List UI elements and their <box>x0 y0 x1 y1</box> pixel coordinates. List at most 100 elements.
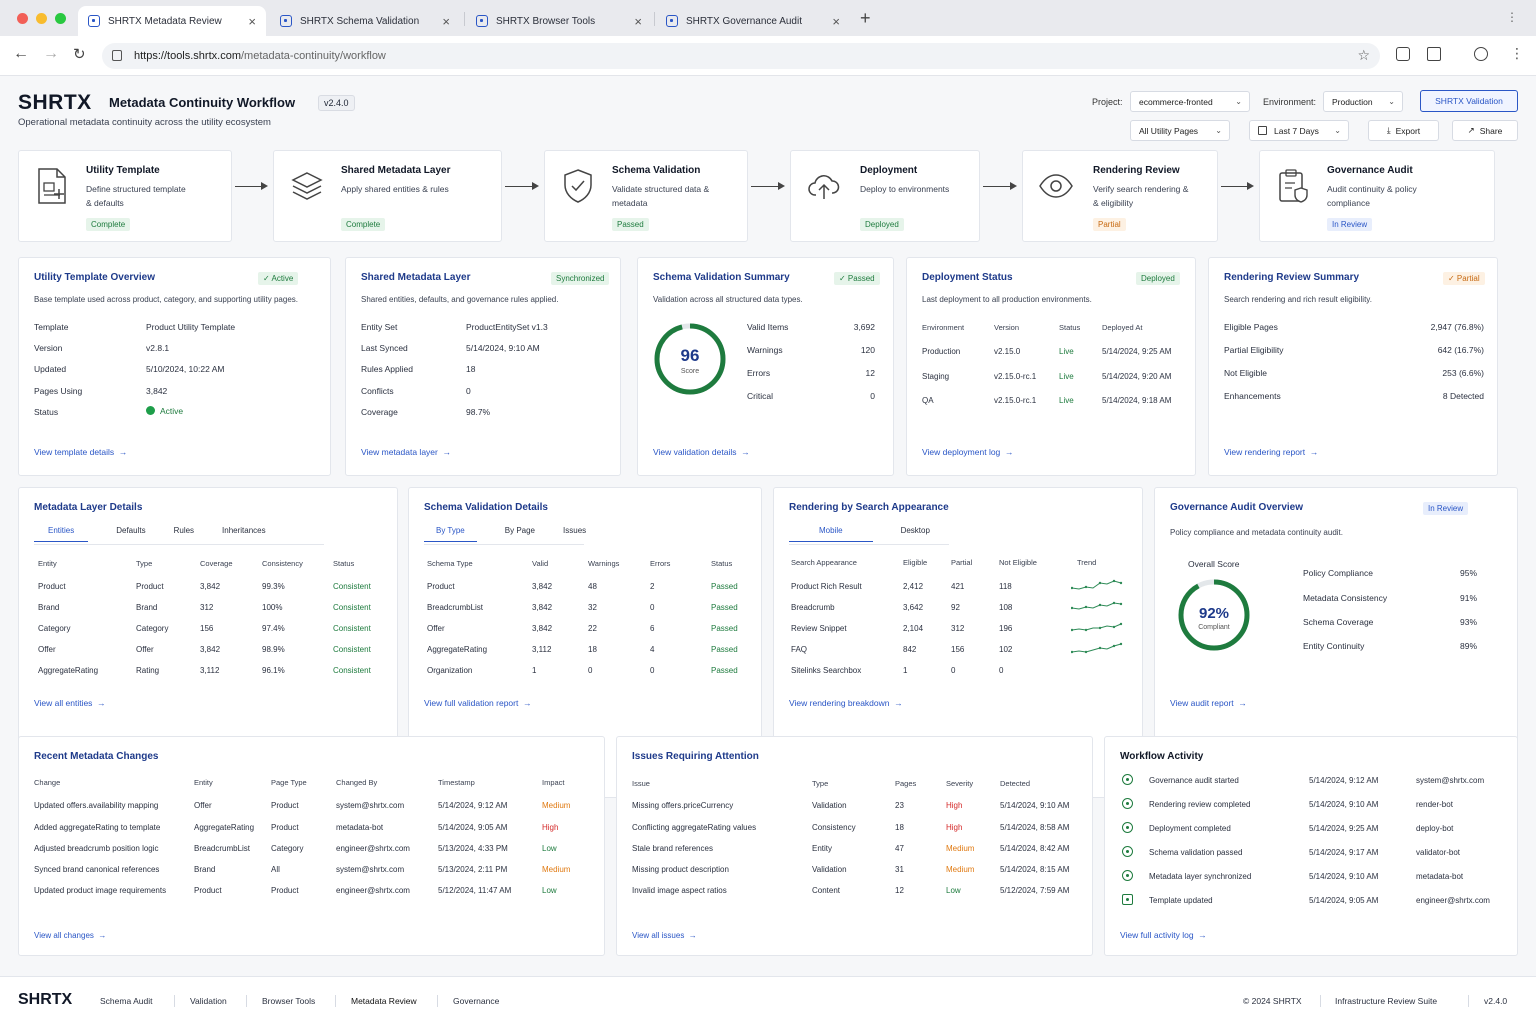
shrtx-validation-button[interactable]: SHRTX Validation <box>1420 90 1518 112</box>
tab-issues[interactable]: Issues <box>563 526 587 535</box>
view-all-changes-link[interactable]: View all changes → <box>34 931 107 940</box>
page-title: Metadata Continuity Workflow <box>109 95 296 110</box>
footer-divider <box>1320 995 1321 1007</box>
footer-divider <box>1468 995 1469 1007</box>
close-tab-icon[interactable]: × <box>442 14 450 29</box>
rendering-device-tabs: Mobile Desktop <box>789 526 958 542</box>
footer-link-metadata-review[interactable]: Metadata Review <box>351 996 417 1006</box>
close-tab-icon[interactable]: × <box>248 14 256 29</box>
date-filter-select[interactable]: Last 7 Days ⌄ <box>1249 120 1349 141</box>
check-circle-icon <box>1122 846 1133 857</box>
footer-link-browser-tools[interactable]: Browser Tools <box>262 996 316 1006</box>
chevron-down-icon: ⌄ <box>1235 97 1242 106</box>
tab-by-page[interactable]: By Page <box>504 526 536 535</box>
url-field[interactable]: https://tools.shrtx.com/metadata-continu… <box>102 43 1380 69</box>
status-badge: Deployed <box>1136 272 1180 285</box>
new-tab-icon[interactable]: + <box>860 8 871 28</box>
validation-details-tabs: By Type By Page Issues <box>424 526 614 542</box>
export-button[interactable]: ⤓ Export <box>1368 120 1439 141</box>
view-all-issues-link[interactable]: View all issues → <box>632 931 697 940</box>
footer-link-validation[interactable]: Validation <box>190 996 227 1006</box>
view-full-activity-log-link[interactable]: View full activity log → <box>1120 930 1207 940</box>
tab-mobile[interactable]: Mobile <box>789 526 873 542</box>
footer-link-governance[interactable]: Governance <box>453 996 500 1006</box>
forward-arrow-icon[interactable]: → <box>43 45 59 62</box>
tab-by-type[interactable]: By Type <box>424 526 477 542</box>
close-tab-icon[interactable]: × <box>634 14 642 29</box>
tab-menu-icon[interactable]: ⋮ <box>1506 10 1518 24</box>
environment-select[interactable]: Production ⌄ <box>1323 91 1403 112</box>
site-info-icon[interactable] <box>112 50 122 61</box>
tab-desktop[interactable]: Desktop <box>900 526 930 535</box>
view-all-entities-link[interactable]: View all entities → <box>34 698 106 708</box>
extensions-icon[interactable] <box>1396 47 1410 61</box>
footer-version: v2.4.0 <box>1484 996 1508 1006</box>
view-rendering-breakdown-link[interactable]: View rendering breakdown → <box>789 698 903 708</box>
footer-divider <box>437 995 438 1007</box>
brand-logo[interactable]: SHRTX <box>18 91 92 114</box>
share-button[interactable]: ↗ Share <box>1452 120 1518 141</box>
view-rendering-report-link[interactable]: View rendering report → <box>1224 447 1319 457</box>
pages-filter-select[interactable]: All Utility Pages ⌄ <box>1130 120 1230 141</box>
back-arrow-icon[interactable]: ← <box>13 45 29 62</box>
clipboard-shield-icon <box>1279 169 1308 203</box>
status-badge: Complete <box>86 218 131 231</box>
workflow-step-governance-audit[interactable]: Governance Audit Audit continuity & poli… <box>1259 150 1495 242</box>
tab-inheritances[interactable]: Inheritances <box>222 526 266 535</box>
reload-icon[interactable]: ↻ <box>73 46 86 63</box>
view-metadata-layer-link[interactable]: View metadata layer → <box>361 447 452 457</box>
maximize-window-button[interactable] <box>55 13 66 24</box>
close-window-button[interactable] <box>17 13 28 24</box>
browser-tab[interactable]: SHRTX Governance Audit × <box>656 6 850 36</box>
view-validation-details-link[interactable]: View validation details → <box>653 447 750 457</box>
footer-link-schema-audit[interactable]: Schema Audit <box>100 996 153 1006</box>
document-template-icon <box>38 168 66 204</box>
utility-template-overview-card: Utility Template Overview ✓ Active Base … <box>18 257 331 476</box>
shrtx-favicon-icon <box>666 15 678 27</box>
close-tab-icon[interactable]: × <box>832 14 840 29</box>
status-badge: ✓ Active <box>258 272 299 285</box>
layers-icon <box>291 172 323 200</box>
browser-menu-icon[interactable]: ⋮ <box>1510 45 1524 61</box>
status-badge: Passed <box>612 218 649 231</box>
layer-details-tabs: Entities Defaults Rules Inheritances <box>34 526 294 542</box>
footer-suite-name: Infrastructure Review Suite <box>1335 996 1438 1006</box>
flow-arrow <box>751 182 785 190</box>
workflow-step-schema-validation[interactable]: Schema Validation Validate structured da… <box>544 150 748 242</box>
workflow-step-utility-template[interactable]: Utility Template Define structured templ… <box>18 150 232 242</box>
tab-rules[interactable]: Rules <box>173 526 195 535</box>
flow-arrow <box>1221 182 1254 190</box>
status-badge: ✓ Partial <box>1443 272 1485 285</box>
workflow-step-rendering-review[interactable]: Rendering Review Verify search rendering… <box>1022 150 1218 242</box>
chevron-down-icon: ⌄ <box>1215 126 1222 135</box>
flow-arrow <box>235 182 268 190</box>
trend-sparkline <box>1071 601 1123 610</box>
browser-tab[interactable]: SHRTX Schema Validation × <box>270 6 460 36</box>
browser-tab[interactable]: SHRTX Metadata Review × <box>78 6 266 36</box>
eye-icon <box>1122 798 1133 809</box>
validation-score-gauge: 96 Score <box>654 323 726 395</box>
view-deployment-log-link[interactable]: View deployment log → <box>922 447 1014 457</box>
tab-divider <box>654 12 655 26</box>
footer-divider <box>335 995 336 1007</box>
view-audit-report-link[interactable]: View audit report → <box>1170 698 1247 708</box>
view-full-validation-report-link[interactable]: View full validation report → <box>424 698 532 708</box>
tab-entities[interactable]: Entities <box>34 526 89 542</box>
browser-tab[interactable]: SHRTX Browser Tools × <box>466 6 652 36</box>
overall-score-label: Overall Score <box>1188 559 1240 569</box>
tab-defaults[interactable]: Defaults <box>116 526 146 535</box>
project-select[interactable]: ecommerce-fronted ⌄ <box>1130 91 1250 112</box>
workflow-step-shared-metadata[interactable]: Shared Metadata Layer Apply shared entit… <box>273 150 502 242</box>
workflow-activity-card: Workflow Activity Governance audit start… <box>1104 736 1518 956</box>
profile-avatar-icon[interactable] <box>1474 47 1488 61</box>
template-icon <box>1122 894 1133 905</box>
flow-arrow <box>505 182 539 190</box>
footer-divider <box>246 995 247 1007</box>
workflow-step-deployment[interactable]: Deployment Deploy to environments Deploy… <box>790 150 980 242</box>
share-page-icon[interactable] <box>1427 47 1441 61</box>
view-template-details-link[interactable]: View template details → <box>34 447 128 457</box>
schema-validation-summary-card: Schema Validation Summary ✓ Passed Valid… <box>637 257 894 476</box>
footer-brand[interactable]: SHRTX <box>18 991 73 1008</box>
bookmark-star-icon[interactable]: ☆ <box>1357 47 1370 63</box>
minimize-window-button[interactable] <box>36 13 47 24</box>
